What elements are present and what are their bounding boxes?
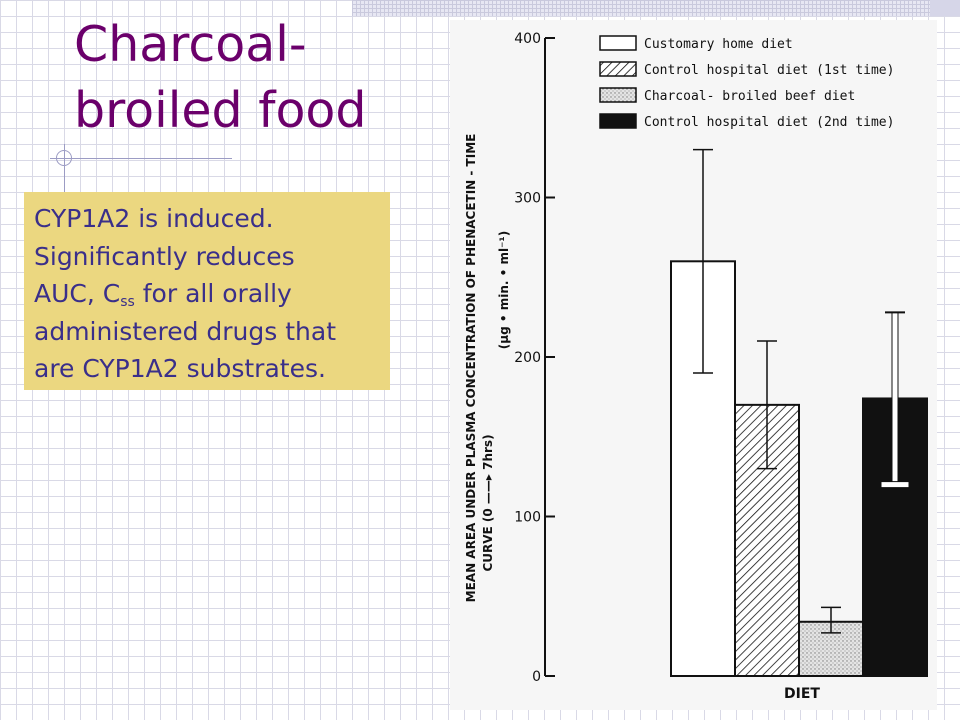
note-line-5: are CYP1A2 substrates. xyxy=(34,354,326,383)
note-line-3-pre: AUC, C xyxy=(34,279,121,308)
legend-swatch xyxy=(599,113,637,129)
decorative-rule xyxy=(50,158,232,159)
header-band xyxy=(352,0,960,16)
y-tick-label: 300 xyxy=(514,191,541,207)
error-cap-low xyxy=(880,481,910,489)
legend-swatch xyxy=(599,61,637,77)
bar xyxy=(670,260,736,678)
y-tick-label: 0 xyxy=(532,669,541,685)
note-line-3: AUC, Css for all orally xyxy=(34,275,384,313)
decorative-circle xyxy=(56,150,72,166)
y-axis-label-units: (μg • min. • ml⁻¹) xyxy=(497,231,511,349)
slide-title: Charcoal- broiled food xyxy=(74,12,414,144)
y-axis-label-line-1: MEAN AREA UNDER PLASMA CONCENTRATION OF … xyxy=(464,134,478,603)
y-tick-label: 200 xyxy=(514,350,541,366)
legend-label: Charcoal- broiled beef diet xyxy=(644,89,855,104)
auc-bar-chart: MEAN AREA UNDER PLASMA CONCENTRATION OF … xyxy=(464,31,928,702)
legend-swatch xyxy=(599,87,637,103)
note-box: CYP1A2 is induced. Significantly reduces… xyxy=(24,192,390,390)
note-line-2: Significantly reduces xyxy=(34,241,295,271)
y-tick-label: 400 xyxy=(514,31,541,47)
legend-label: Control hospital diet (2nd time) xyxy=(644,115,894,130)
legend-label: Customary home diet xyxy=(644,37,793,52)
legend-label: Control hospital diet (1st time) xyxy=(644,63,894,78)
note-line-1: CYP1A2 is induced. xyxy=(34,204,274,233)
error-bar xyxy=(891,311,899,486)
legend-swatch xyxy=(599,35,637,51)
x-axis-label: DIET xyxy=(784,686,820,702)
y-axis-label-line-2: CURVE (0 ——▸ 7hrs) xyxy=(481,434,495,571)
css-subscript: ss xyxy=(120,294,135,310)
title-line-2: broiled food xyxy=(74,82,367,139)
decorative-rule-vertical xyxy=(64,144,65,192)
header-band-end xyxy=(930,0,960,16)
y-tick-label: 100 xyxy=(514,510,541,526)
note-line-3-post: for all orally xyxy=(134,279,292,308)
note-line-4: administered drugs that xyxy=(34,316,337,346)
title-line-1: Charcoal- xyxy=(74,16,307,73)
